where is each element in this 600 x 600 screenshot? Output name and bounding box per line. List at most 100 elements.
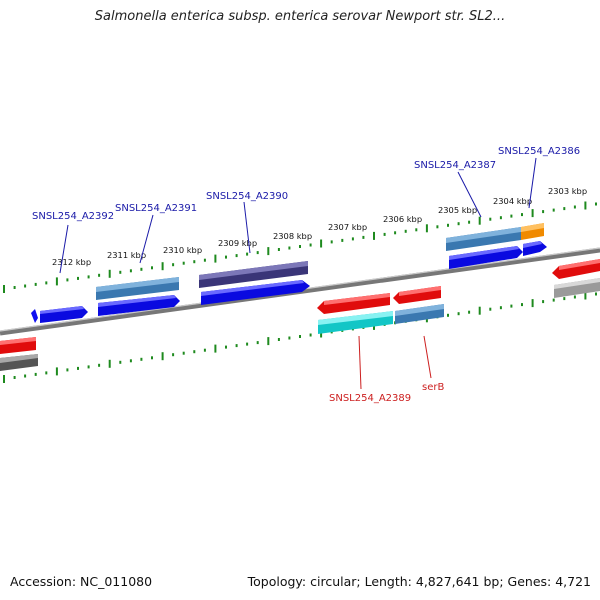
minor-tick (447, 313, 449, 317)
minor-tick (119, 270, 122, 274)
minor-tick (447, 223, 449, 227)
minor-tick (595, 292, 597, 296)
minor-tick (404, 229, 407, 233)
genome-summary: Topology: circular; Length: 4,827,641 bp… (247, 574, 591, 589)
minor-tick (563, 207, 566, 211)
kbp-label: 2305 kbp (438, 205, 477, 215)
minor-tick (66, 368, 69, 372)
minor-tick (151, 356, 153, 360)
minor-tick (87, 365, 90, 369)
minor-tick (203, 258, 206, 262)
label-snsl254-a2391[interactable]: SNSL254_A2391 (115, 203, 197, 214)
minor-tick (299, 245, 301, 248)
minor-tick (415, 228, 418, 232)
gene-snsl254-a2390[interactable] (201, 280, 310, 305)
minor-tick (24, 374, 27, 378)
minor-tick (13, 376, 16, 379)
minor-tick (552, 208, 555, 212)
minor-tick (457, 312, 460, 316)
minor-tick (468, 310, 471, 314)
minor-tick (563, 297, 566, 301)
minor-tick (436, 225, 439, 229)
label-serb[interactable]: serB (422, 382, 444, 393)
minor-tick (542, 300, 545, 304)
minor-tick (235, 254, 238, 258)
kbp-label: 2308 kbp (273, 231, 312, 241)
minor-tick (489, 217, 492, 221)
major-tick (3, 285, 5, 293)
kbp-label: 2309 kbp (218, 238, 257, 248)
minor-tick (129, 269, 132, 273)
forward-genes (31, 223, 547, 323)
minor-tick (256, 251, 259, 255)
minor-tick (140, 357, 143, 361)
minor-tick (573, 205, 576, 209)
minor-tick (277, 248, 280, 251)
lower-scale (3, 291, 597, 383)
minor-tick (129, 359, 132, 363)
major-tick (161, 352, 164, 361)
major-tick (584, 291, 587, 300)
label-snsl254-a2390[interactable]: SNSL254_A2390 (206, 191, 288, 202)
minor-tick (140, 267, 143, 271)
reverse-genes (0, 259, 600, 371)
kbp-label: 2312 kbp (52, 257, 91, 267)
major-tick (478, 306, 481, 315)
minor-tick (288, 336, 291, 340)
kbp-label: 2306 kbp (383, 214, 422, 224)
gene-labels: SNSL254_A2392 SNSL254_A2391 SNSL254_A239… (32, 146, 580, 404)
kbp-label: 2304 kbp (493, 196, 532, 206)
major-tick (373, 231, 375, 240)
kbp-label: 2307 kbp (328, 222, 367, 232)
major-tick (161, 262, 164, 271)
minor-tick (246, 342, 249, 346)
minor-tick (457, 222, 460, 226)
gene-snsl254-a2387[interactable] (449, 246, 523, 269)
minor-tick (552, 298, 555, 302)
minor-tick (66, 278, 69, 282)
kbp-label: 2311 kbp (107, 250, 146, 260)
accession-text: Accession: NC_011080 (10, 574, 153, 589)
minor-tick (77, 276, 79, 280)
minor-tick (489, 307, 492, 311)
map-title: Salmonella enterica subsp. enterica sero… (94, 9, 506, 24)
minor-tick (521, 213, 523, 217)
minor-tick (383, 232, 386, 236)
major-tick (267, 247, 270, 256)
minor-tick (172, 263, 175, 267)
kbp-label: 2303 kbp (548, 186, 587, 196)
minor-tick (394, 231, 397, 235)
minor-tick (98, 273, 101, 277)
minor-tick (203, 348, 206, 352)
minor-tick (235, 344, 238, 348)
minor-tick (468, 220, 471, 224)
minor-tick (77, 366, 79, 370)
major-tick (531, 299, 534, 308)
minor-tick (341, 238, 344, 242)
gene-arrow[interactable] (31, 309, 38, 323)
minor-tick (299, 335, 301, 338)
minor-tick (225, 255, 227, 259)
minor-tick (182, 261, 185, 265)
minor-tick (256, 341, 259, 345)
minor-tick (277, 338, 280, 341)
major-tick (55, 367, 58, 376)
major-tick (108, 269, 111, 278)
minor-tick (510, 304, 513, 308)
minor-tick (351, 237, 354, 241)
minor-tick (309, 243, 312, 247)
minor-tick (151, 266, 153, 270)
minor-tick (225, 345, 227, 349)
minor-tick (45, 281, 48, 285)
label-snsl254-a2389[interactable]: SNSL254_A2389 (329, 393, 411, 404)
minor-tick (499, 216, 502, 220)
label-snsl254-a2387[interactable]: SNSL254_A2387 (414, 160, 496, 171)
minor-tick (98, 363, 101, 367)
label-snsl254-a2392[interactable]: SNSL254_A2392 (32, 211, 114, 222)
gene-snsl254-a2391[interactable] (98, 295, 180, 316)
label-snsl254-a2386[interactable]: SNSL254_A2386 (498, 146, 580, 157)
major-tick (214, 254, 217, 263)
minor-tick (34, 372, 37, 376)
minor-tick (595, 202, 597, 206)
minor-tick (510, 214, 513, 218)
